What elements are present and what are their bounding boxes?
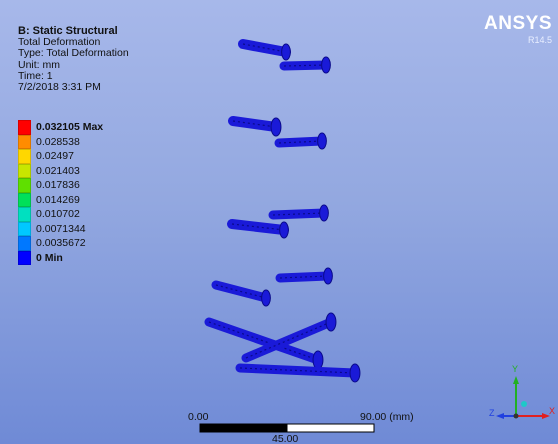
analysis-title: B: Static Structural (18, 25, 118, 37)
bolt-head (317, 132, 327, 150)
scale-bar-empty (286, 423, 375, 433)
result-name: Total Deformation (18, 36, 101, 49)
bolt-head (261, 289, 271, 307)
legend-label: 0.010702 (36, 208, 80, 221)
legend-swatch (18, 192, 31, 207)
legend-label: 0.032105 Max (36, 121, 104, 134)
coordinate-triad[interactable]: Y X Z (486, 364, 556, 430)
legend-label: 0.014269 (36, 193, 80, 206)
result-info-panel: B: Static Structural Total Deformation T… (18, 25, 129, 94)
result-date: 7/2/2018 3:31 PM (18, 81, 101, 94)
legend-label: 0.0071344 (36, 222, 86, 235)
legend-label: 0 Min (36, 251, 63, 264)
triad-icon (496, 376, 550, 419)
legend-row: 0.021403 (18, 163, 103, 178)
triad-z-label: Z (489, 408, 495, 418)
ansys-version: R14.5 (527, 35, 552, 45)
bolt-head (281, 43, 291, 61)
bolt[interactable] (227, 219, 289, 239)
legend-swatch (18, 120, 31, 135)
scale-bar-filled (199, 423, 288, 433)
bolt-head (270, 117, 282, 137)
bolt-head (279, 221, 289, 239)
scale-start-label: 0.00 (188, 411, 209, 423)
bolt-head (325, 312, 337, 332)
bolt-thread (272, 212, 325, 216)
legend-label: 0.017836 (36, 179, 80, 192)
legend-row: 0.028538 (18, 134, 103, 149)
bolt-thread (278, 140, 323, 144)
legend-label: 0.02497 (36, 150, 74, 163)
legend-swatch (18, 250, 31, 265)
legend-label: 0.0035672 (36, 237, 86, 250)
result-unit: Unit: mm (18, 58, 60, 71)
triad-y-label: Y (512, 364, 519, 374)
bolt-head (349, 363, 361, 383)
legend-swatch (18, 221, 31, 236)
bolt[interactable] (241, 312, 337, 363)
bolt-head (321, 56, 331, 74)
bolt[interactable] (235, 363, 361, 383)
scale-mid-label: 45.00 (272, 433, 299, 444)
legend-label: 0.028538 (36, 135, 80, 148)
legend-row: 0.010702 (18, 207, 103, 222)
legend-swatch (18, 236, 31, 251)
legend-row: 0 Min (18, 250, 103, 265)
legend-row: 0.0071344 (18, 221, 103, 236)
bolt-thread (245, 321, 332, 359)
bolt-head (323, 267, 333, 285)
bolt-thread (279, 275, 329, 279)
bolt-thread (242, 43, 287, 53)
bolt[interactable] (279, 56, 331, 74)
bolt-group[interactable] (204, 39, 361, 383)
bolt-thread (283, 64, 327, 67)
triad-x-label: X (549, 406, 556, 416)
bolt-thread (239, 367, 356, 374)
legend-label: 0.021403 (36, 164, 80, 177)
legend-row: 0.0035672 (18, 236, 103, 251)
bolt-thread (208, 321, 319, 361)
bolt[interactable] (268, 204, 329, 222)
legend-swatch (18, 149, 31, 164)
bolt-thread (215, 284, 267, 299)
bolt[interactable] (274, 132, 327, 150)
legend-row: 0.032105 Max (18, 120, 103, 135)
bolt-head (319, 204, 329, 222)
bolt[interactable] (228, 116, 282, 137)
bolt[interactable] (204, 317, 324, 370)
bolt-thread (231, 223, 285, 231)
legend-row: 0.017836 (18, 178, 103, 193)
result-time: Time: 1 (18, 69, 53, 82)
bolt[interactable] (238, 39, 291, 61)
bolt[interactable] (275, 267, 333, 285)
bolt-thread (232, 120, 277, 128)
ansys-brand: ANSYS (484, 13, 552, 34)
legend-swatch (18, 207, 31, 222)
result-type: Type: Total Deformation (18, 47, 129, 60)
legend-swatch (18, 134, 31, 149)
legend-row: 0.02497 (18, 149, 103, 164)
legend-swatch (18, 163, 31, 178)
ansys-logo: ANSYS R14.5 (484, 14, 552, 45)
contour-legend[interactable]: 0.032105 Max 0.028538 0.02497 0.021403 0… (18, 120, 103, 265)
legend-swatch (18, 178, 31, 193)
legend-row: 0.014269 (18, 192, 103, 207)
scale-end-label: 90.00 (mm) (360, 411, 414, 423)
bolt[interactable] (211, 280, 271, 307)
